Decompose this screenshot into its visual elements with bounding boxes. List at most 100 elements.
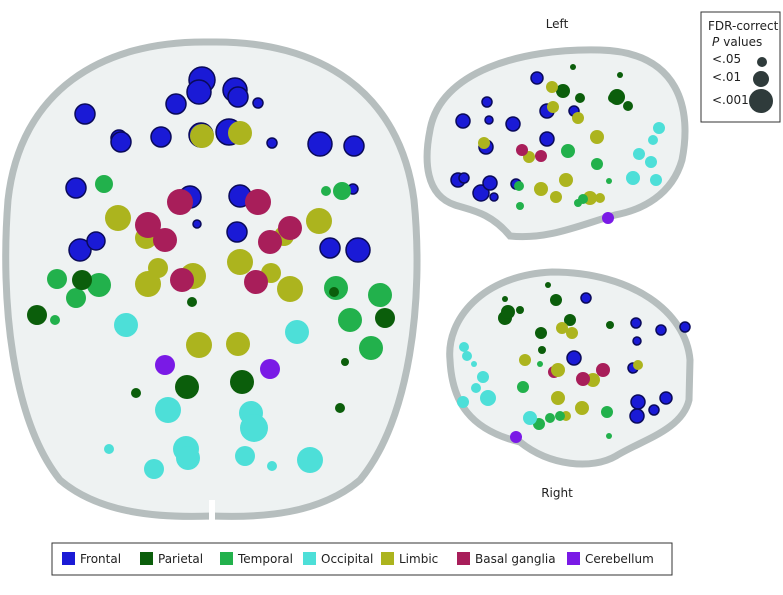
region-dot <box>50 315 60 325</box>
region-dot <box>514 181 524 191</box>
legend: Frontal Parietal Temporal Occipital Limbic Ba… <box>62 552 654 566</box>
region-dot <box>489 192 499 202</box>
region-dot <box>516 144 528 156</box>
region-dot <box>561 144 575 158</box>
region-dot <box>135 271 161 297</box>
legend-label: Limbic <box>399 552 438 566</box>
region-dot <box>165 93 187 115</box>
region-dot <box>602 212 614 224</box>
region-dot <box>65 177 87 199</box>
legend-label: Occipital <box>321 552 373 566</box>
legend-swatch <box>140 552 153 565</box>
region-dot <box>104 444 114 454</box>
region-dot <box>575 93 585 103</box>
region-dot <box>545 413 555 423</box>
region-dot <box>478 137 490 149</box>
region-dot <box>170 268 194 292</box>
axial-brain <box>2 38 421 520</box>
region-dot <box>359 336 383 360</box>
region-dot <box>519 354 531 366</box>
region-dot <box>601 406 613 418</box>
region-dot <box>545 282 551 288</box>
region-dot <box>27 305 47 325</box>
region-dot <box>505 116 521 132</box>
right-sagittal-brain <box>446 268 694 468</box>
region-dot <box>606 433 612 439</box>
region-dot <box>260 359 280 379</box>
region-dot <box>481 96 493 108</box>
region-dot <box>110 131 132 153</box>
region-dot <box>555 411 565 421</box>
region-dot <box>230 370 254 394</box>
legend-label: Temporal <box>237 552 293 566</box>
region-dot <box>459 342 469 352</box>
region-dot <box>368 283 392 307</box>
region-dot <box>659 391 673 405</box>
p-italic: P <box>712 35 720 49</box>
region-dot <box>546 81 558 93</box>
region-dot <box>190 124 214 148</box>
region-dot <box>535 327 547 339</box>
region-dot <box>550 191 562 203</box>
p-size-dot <box>749 89 773 113</box>
region-dot <box>630 317 642 329</box>
region-dot <box>501 305 515 319</box>
region-dot <box>530 71 544 85</box>
region-dot <box>517 381 529 393</box>
region-dot <box>457 396 469 408</box>
region-dot <box>47 269 67 289</box>
region-dot <box>575 401 589 415</box>
region-dot <box>226 332 250 356</box>
region-dot <box>648 404 660 416</box>
region-dot <box>319 237 341 259</box>
legend-label: Basal ganglia <box>475 552 556 566</box>
region-dot <box>480 390 496 406</box>
region-dot <box>510 431 522 443</box>
region-dot <box>632 336 642 346</box>
p-values-text: values <box>723 35 762 49</box>
region-dot <box>267 461 277 471</box>
region-dot <box>630 394 646 410</box>
region-dot <box>244 270 268 294</box>
p-level: <.001 <box>712 93 749 107</box>
region-dot <box>653 122 665 134</box>
region-dot <box>455 113 471 129</box>
region-dot <box>307 131 333 157</box>
region-dot <box>566 350 582 366</box>
region-dot <box>534 182 548 196</box>
legend-label: Frontal <box>80 552 121 566</box>
region-dot <box>516 306 524 314</box>
left-label: Left <box>546 17 569 31</box>
region-dot <box>482 175 498 191</box>
region-dot <box>150 126 172 148</box>
region-dot <box>648 135 658 145</box>
region-dot <box>228 121 252 145</box>
region-dot <box>629 408 645 424</box>
region-dot <box>285 320 309 344</box>
region-dot <box>606 321 614 329</box>
region-dot <box>650 174 662 186</box>
region-dot <box>258 230 282 254</box>
legend-swatch <box>62 552 75 565</box>
region-dot <box>572 112 584 124</box>
p-size-dot <box>757 57 767 67</box>
region-dot <box>87 273 111 297</box>
region-dot <box>245 189 271 215</box>
region-dot <box>626 171 640 185</box>
region-dot <box>66 288 86 308</box>
region-dot <box>484 115 494 125</box>
region-dot <box>345 237 371 263</box>
region-dot <box>551 363 565 377</box>
region-dot <box>155 355 175 375</box>
region-dot <box>343 135 365 157</box>
p-level: <.05 <box>712 52 741 66</box>
region-dot <box>596 363 610 377</box>
region-dot <box>633 148 645 160</box>
region-dot <box>580 292 592 304</box>
region-dot <box>74 103 96 125</box>
region-dot <box>462 351 472 361</box>
region-dot <box>153 228 177 252</box>
region-dot <box>333 182 351 200</box>
region-dot <box>538 346 546 354</box>
region-dot <box>458 172 470 184</box>
